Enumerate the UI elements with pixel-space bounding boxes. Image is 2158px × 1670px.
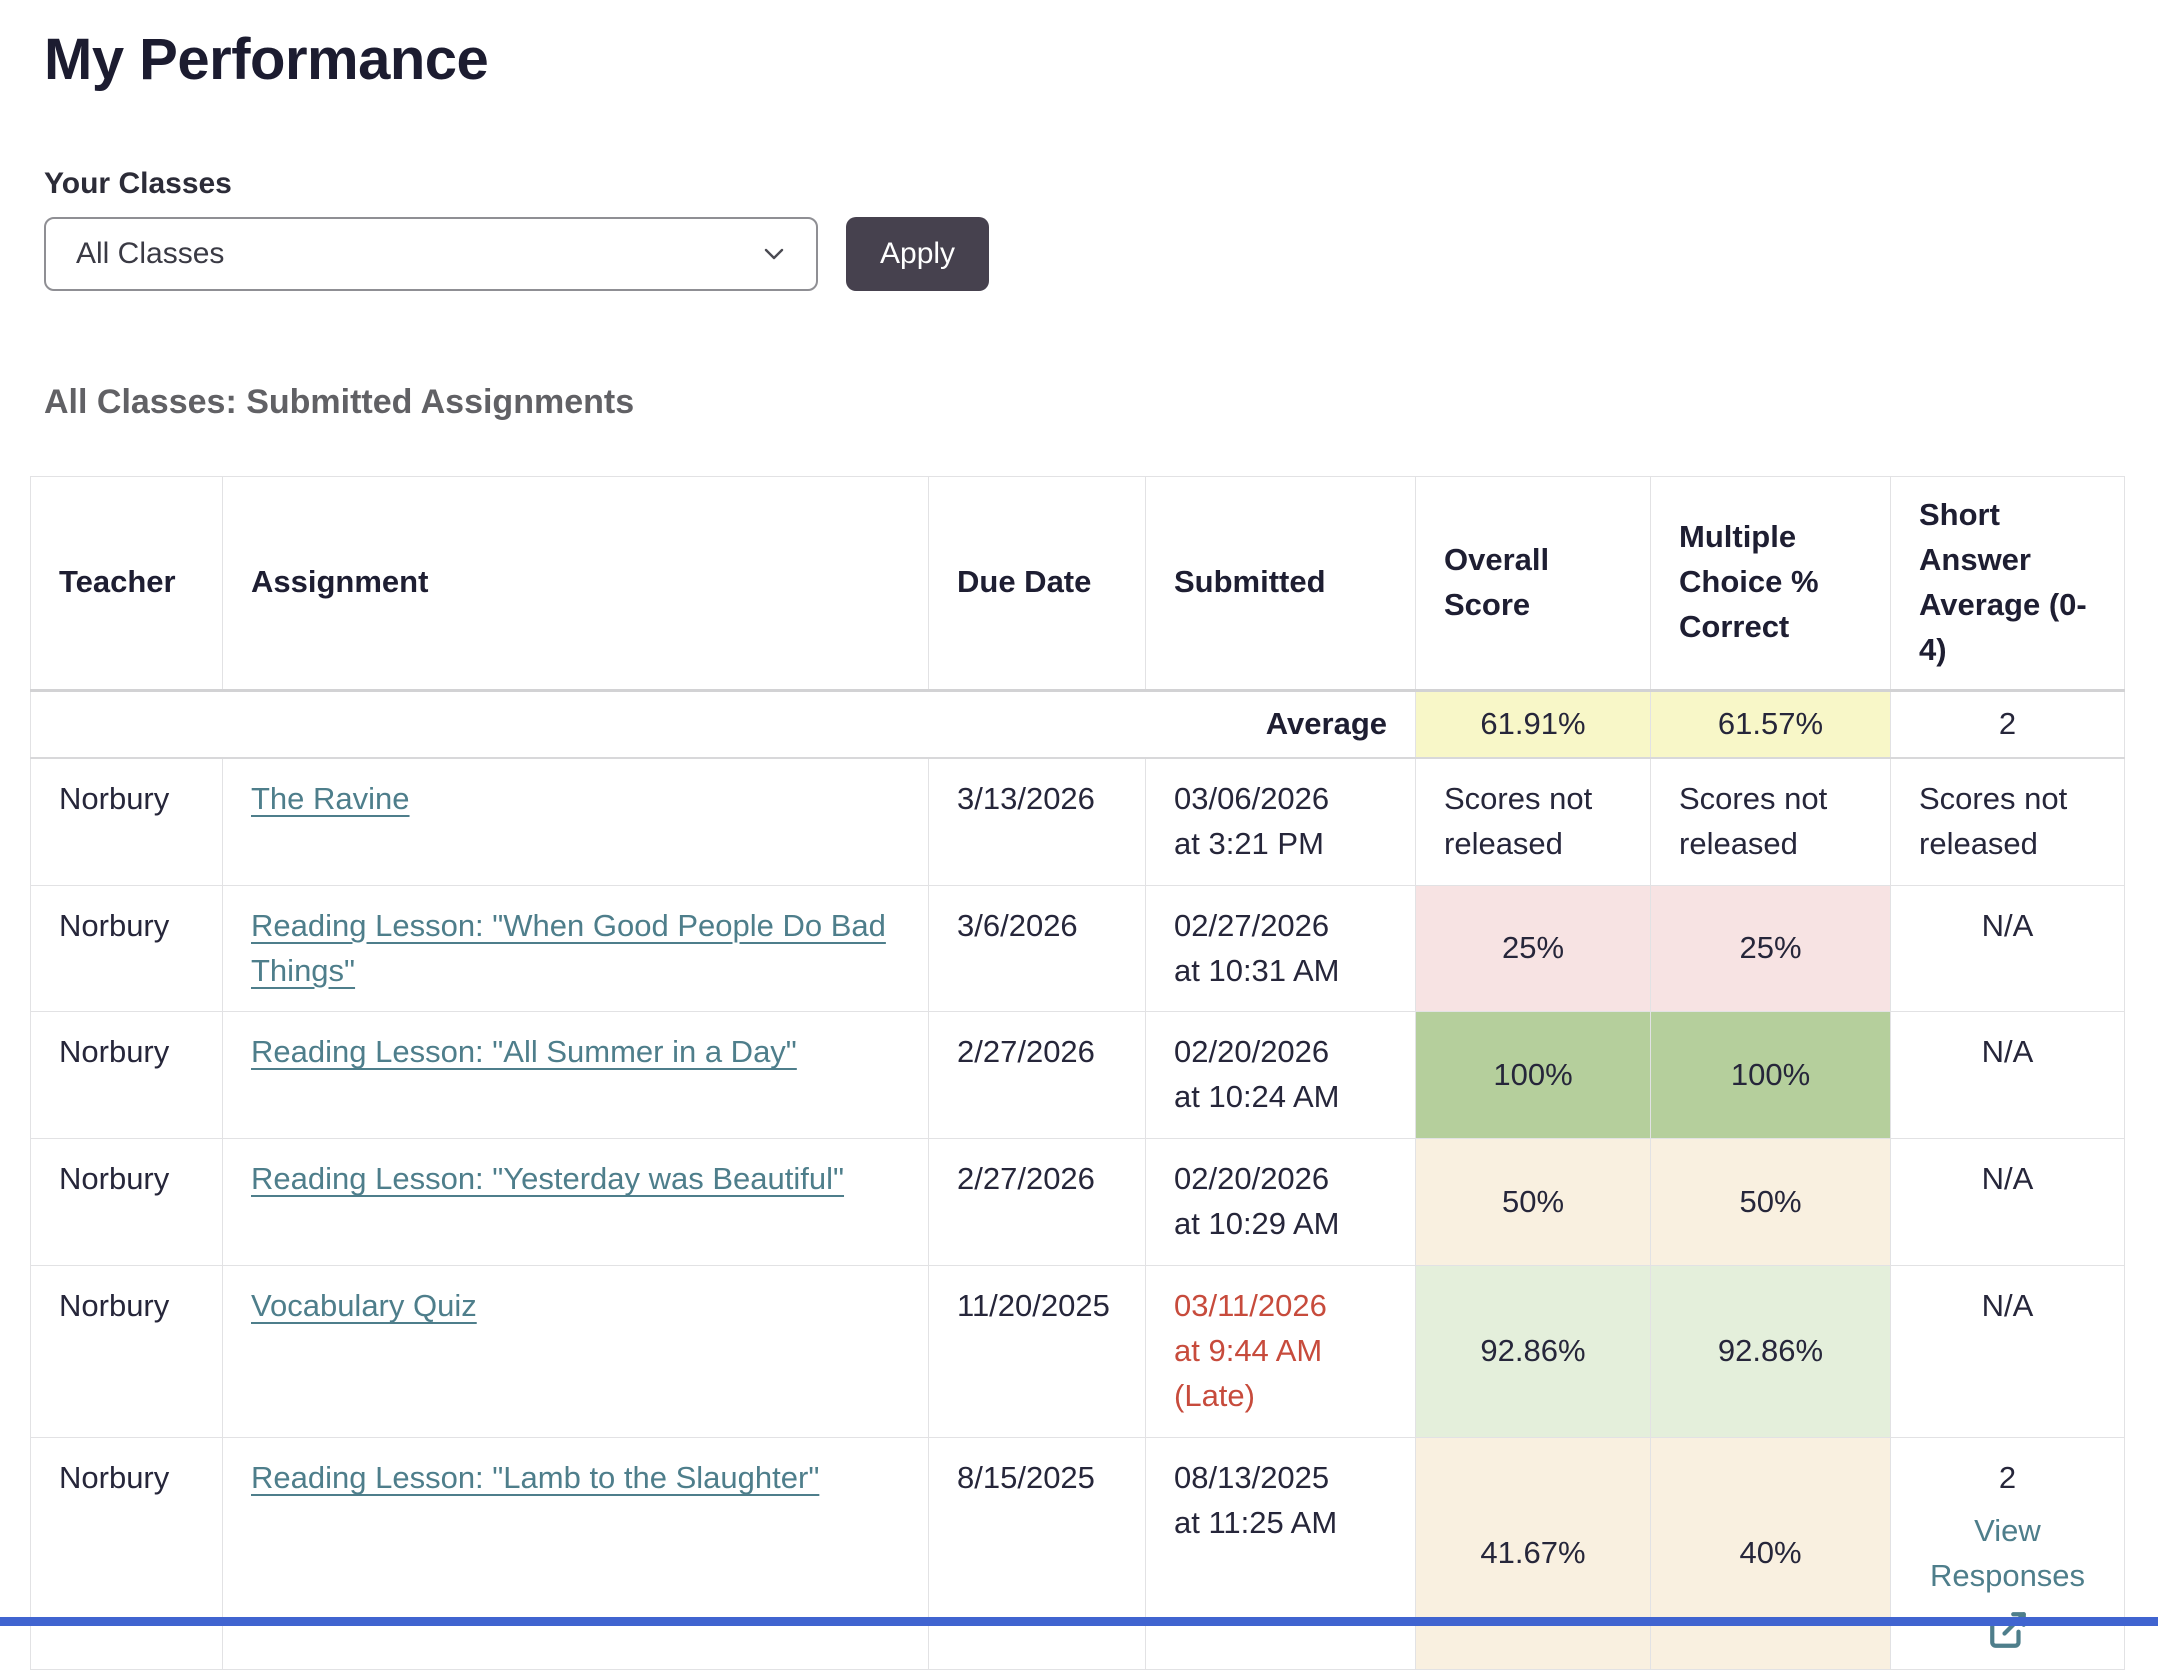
assignment-cell: Reading Lesson: "All Summer in a Day" <box>222 1011 929 1140</box>
overall-score-cell: 100% <box>1415 1011 1651 1140</box>
table-row: Norbury Reading Lesson: "Yesterday was Be… <box>30 1138 2125 1267</box>
overall-score-cell: 25% <box>1415 884 1651 1013</box>
short-answer-cell: N/A <box>1890 1138 2125 1267</box>
chevron-down-icon <box>764 248 784 260</box>
average-label: Average <box>30 689 1416 759</box>
teacher-cell: Norbury <box>30 1138 223 1267</box>
assignments-table: Teacher Assignment Due Date Submitted Ov… <box>30 476 2125 1670</box>
submitted-cell: 03/06/2026 at 3:21 PM <box>1145 757 1416 886</box>
table-row: Norbury Vocabulary Quiz 11/20/2025 03/11/20… <box>30 1265 2125 1438</box>
average-multiple-choice: 61.57% <box>1650 689 1891 759</box>
due-date-cell: 2/27/2026 <box>928 1011 1146 1140</box>
teacher-cell: Norbury <box>30 1437 223 1670</box>
assignment-link[interactable]: Reading Lesson: "When Good People Do Bad… <box>251 907 886 988</box>
teacher-cell: Norbury <box>30 1011 223 1140</box>
due-date-cell: 3/6/2026 <box>928 884 1146 1013</box>
section-heading: All Classes: Submitted Assignments <box>44 383 635 421</box>
submitted-cell: 03/11/2026 at 9:44 AM (Late) <box>1145 1265 1416 1438</box>
teacher-cell: Norbury <box>30 757 223 886</box>
short-answer-cell: Scores not released <box>1890 757 2125 886</box>
due-date-cell: 8/15/2025 <box>928 1437 1146 1670</box>
assignment-link[interactable]: Reading Lesson: "All Summer in a Day" <box>251 1034 797 1070</box>
header-due-date: Due Date <box>928 476 1146 692</box>
header-assignment: Assignment <box>222 476 929 692</box>
multiple-choice-cell: 100% <box>1650 1011 1891 1140</box>
short-answer-cell: N/A <box>1890 884 2125 1013</box>
average-row: Average 61.91% 61.57% 2 <box>30 689 2125 759</box>
table-body: Average 61.91% 61.57% 2 Norbury The Ravin… <box>30 689 2125 1670</box>
assignment-cell: Reading Lesson: "Yesterday was Beautiful… <box>222 1138 929 1267</box>
assignment-link[interactable]: Vocabulary Quiz <box>251 1288 477 1324</box>
assignment-link[interactable]: Reading Lesson: "Lamb to the Slaughter" <box>251 1460 820 1495</box>
view-responses-link[interactable]: View Responses <box>1929 1512 2086 1593</box>
assignment-cell: Reading Lesson: "Lamb to the Slaughter" <box>222 1437 929 1670</box>
average-short-answer: 2 <box>1890 689 2125 759</box>
table-row: Norbury Reading Lesson: "When Good People… <box>30 884 2125 1013</box>
header-overall-score: Overall Score <box>1415 476 1651 692</box>
bottom-bar <box>0 1617 2158 1626</box>
class-select-value: All Classes <box>76 237 225 270</box>
due-date-cell: 3/13/2026 <box>928 757 1146 886</box>
your-classes-label: Your Classes <box>44 167 232 200</box>
overall-score-cell: 41.67% <box>1415 1437 1651 1670</box>
table-row: Norbury Reading Lesson: "Lamb to the Slau… <box>30 1437 2125 1670</box>
multiple-choice-cell: 50% <box>1650 1138 1891 1267</box>
submitted-cell: 08/13/2025 at 11:25 AM <box>1145 1437 1416 1670</box>
short-answer-cell: N/A <box>1890 1265 2125 1438</box>
multiple-choice-cell: 40% <box>1650 1437 1891 1670</box>
overall-score-cell: Scores not released <box>1415 757 1651 886</box>
assignment-cell: The Ravine <box>222 757 929 886</box>
page-title: My Performance <box>44 27 489 92</box>
external-link-icon <box>1989 1611 2026 1648</box>
table-row: Norbury The Ravine 3/13/2026 03/06/2026 at 3… <box>30 757 2125 886</box>
submitted-cell: 02/20/2026 at 10:29 AM <box>1145 1138 1416 1267</box>
class-select[interactable]: All Classes <box>44 217 818 291</box>
multiple-choice-cell: 25% <box>1650 884 1891 1013</box>
teacher-cell: Norbury <box>30 884 223 1013</box>
assignment-link[interactable]: Reading Lesson: "Yesterday was Beautiful… <box>251 1161 845 1197</box>
short-answer-cell: 2 View Responses <box>1890 1437 2125 1670</box>
assignment-cell: Reading Lesson: "When Good People Do Bad… <box>222 884 929 1013</box>
submitted-cell: 02/27/2026 at 10:31 AM <box>1145 884 1416 1013</box>
short-answer-score: 2 <box>1998 1460 2017 1495</box>
short-answer-cell: N/A <box>1890 1011 2125 1140</box>
header-teacher: Teacher <box>30 476 223 692</box>
overall-score-cell: 92.86% <box>1415 1265 1651 1438</box>
assignment-cell: Vocabulary Quiz <box>222 1265 929 1438</box>
table-header-row: Teacher Assignment Due Date Submitted Ov… <box>30 476 2125 692</box>
header-short-answer: Short Answer Average (0-4) <box>1890 476 2125 692</box>
overall-score-cell: 50% <box>1415 1138 1651 1267</box>
assignment-link[interactable]: The Ravine <box>251 780 410 816</box>
apply-button[interactable]: Apply <box>846 217 990 291</box>
due-date-cell: 11/20/2025 <box>928 1265 1146 1438</box>
teacher-cell: Norbury <box>30 1265 223 1438</box>
multiple-choice-cell: Scores not released <box>1650 757 1891 886</box>
due-date-cell: 2/27/2026 <box>928 1138 1146 1267</box>
header-submitted: Submitted <box>1145 476 1416 692</box>
submitted-cell: 02/20/2026 at 10:24 AM <box>1145 1011 1416 1140</box>
header-multiple-choice: Multiple Choice % Correct <box>1650 476 1891 692</box>
table-row: Norbury Reading Lesson: "All Summer in a … <box>30 1011 2125 1140</box>
average-overall-score: 61.91% <box>1415 689 1651 759</box>
class-filter-controls: All Classes Apply <box>44 217 2124 291</box>
multiple-choice-cell: 92.86% <box>1650 1265 1891 1438</box>
